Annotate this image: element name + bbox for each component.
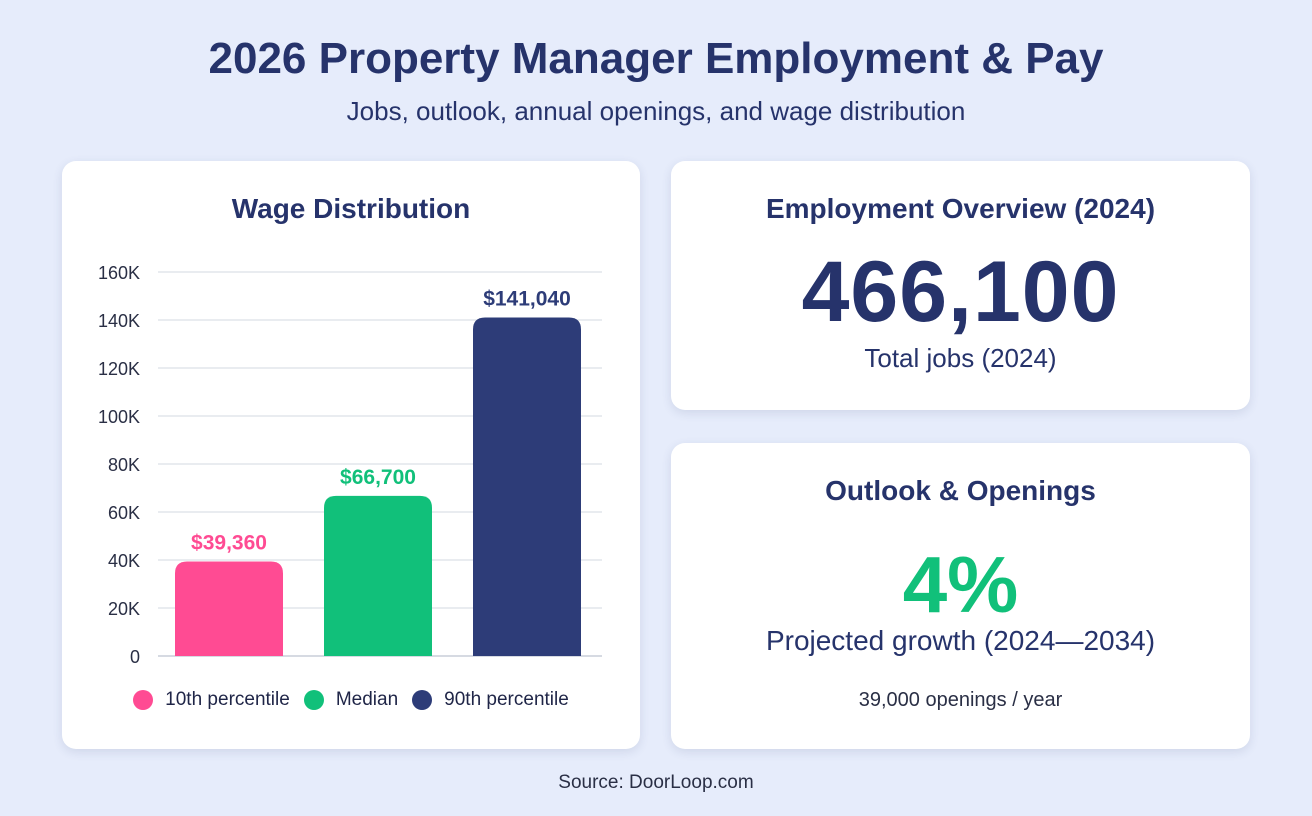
wage-distribution-title: Wage Distribution bbox=[231, 193, 471, 224]
legend-label-median: Median bbox=[335, 689, 399, 710]
projected-growth-value: 4% bbox=[902, 540, 1019, 629]
y-tick-label: 20K bbox=[108, 599, 140, 619]
bar-value-label: $141,040 bbox=[483, 288, 571, 311]
employment-overview-card: Employment Overview (2024) 466,100 Total… bbox=[671, 161, 1250, 410]
y-tick-label: 100K bbox=[98, 407, 140, 427]
outlook-openings-card: Outlook & Openings 4% Projected growth (… bbox=[671, 443, 1250, 749]
total-jobs-value: 466,100 bbox=[801, 244, 1120, 340]
annual-openings-text: 39,000 openings / year bbox=[858, 689, 1063, 711]
legend-item-90th-percentile: 90th percentile bbox=[412, 689, 569, 711]
page-subtitle: Jobs, outlook, annual openings, and wage… bbox=[346, 96, 966, 126]
y-tick-label: 60K bbox=[108, 503, 140, 523]
bar-10th-percentile bbox=[175, 561, 283, 656]
legend-item-10th-percentile: 10th percentile bbox=[133, 689, 290, 711]
wage-distribution-card: Wage Distribution 0 20K 40K 60K 80K 100K 120K 1… bbox=[62, 161, 640, 749]
wage-bar-chart: 0 20K 40K 60K 80K 100K 120K 140K 160K $39,360 $66,… bbox=[98, 263, 602, 667]
legend-swatch-10th-percentile bbox=[133, 690, 154, 710]
y-tick-label: 140K bbox=[98, 311, 140, 331]
projected-growth-label: Projected growth (2024—2034) bbox=[765, 625, 1156, 656]
bar-90th-percentile bbox=[473, 317, 581, 656]
legend-label-10th-percentile: 10th percentile bbox=[165, 689, 290, 710]
y-tick-label: 0 bbox=[130, 647, 140, 667]
bar-median bbox=[324, 495, 432, 656]
total-jobs-label: Total jobs (2024) bbox=[864, 343, 1057, 373]
bar-value-label: $66,700 bbox=[340, 466, 416, 489]
y-tick-label: 40K bbox=[108, 551, 140, 571]
source-note: Source: DoorLoop.com bbox=[558, 772, 754, 793]
legend-swatch-90th-percentile bbox=[412, 690, 433, 710]
y-tick-label: 160K bbox=[98, 263, 140, 283]
page-title: 2026 Property Manager Employment & Pay bbox=[208, 34, 1104, 83]
y-tick-label: 80K bbox=[108, 455, 140, 475]
y-tick-label: 120K bbox=[98, 359, 140, 379]
bar-value-label: $39,360 bbox=[191, 532, 267, 555]
legend-label-90th-percentile: 90th percentile bbox=[444, 689, 569, 710]
employment-overview-title: Employment Overview (2024) bbox=[765, 193, 1156, 224]
legend-swatch-median bbox=[303, 690, 324, 710]
legend-item-median: Median bbox=[303, 689, 399, 711]
outlook-openings-title: Outlook & Openings bbox=[825, 475, 1096, 506]
chart-legend: 10th percentile Median 90th percentile bbox=[62, 689, 640, 711]
